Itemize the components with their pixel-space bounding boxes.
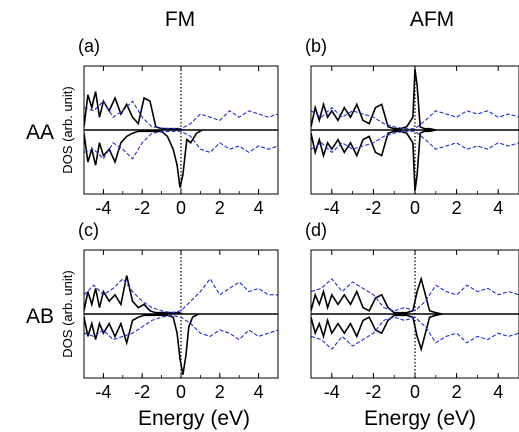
xlabel-right: Energy (eV) [364,407,476,430]
x-tick-label: 0 [176,382,186,402]
xlabel-left: Energy (eV) [138,407,250,430]
ylabel-top: DOS (arb. unit) [60,86,75,173]
x-tick-label: -4 [324,198,340,218]
row-label-ab: AB [26,305,54,328]
dos-series-2 [84,129,203,188]
x-tick-label: -2 [134,382,150,402]
column-title-afm: AFM [410,8,454,31]
x-tick-label: 0 [410,198,420,218]
dos-series-4 [84,314,278,341]
panel-label: (d) [305,220,327,240]
x-tick-label: -2 [365,198,381,218]
column-title-fm: FM [165,8,195,31]
x-tick-label: 4 [493,198,503,218]
x-tick-label: 4 [254,382,264,402]
dos-series-1 [311,69,436,131]
x-tick-label: -4 [324,382,340,402]
panel-label: (c) [78,220,99,240]
ylabel-bottom: DOS (arb. unit) [60,270,75,357]
dos-series-1 [84,275,184,315]
dos-series-1 [84,91,184,131]
dos-series-2 [84,313,199,375]
panel-label: (b) [305,36,327,56]
x-tick-label: -2 [365,382,381,402]
panel-label: (a) [78,36,100,56]
x-tick-label: 2 [452,382,462,402]
x-tick-label: 0 [410,382,420,402]
dos-series-4 [84,130,278,160]
dos-series-4 [311,130,519,154]
dos-series-4 [311,316,519,351]
dos-series-1 [311,275,443,315]
x-tick-label: 0 [176,198,186,218]
x-tick-label: 2 [215,382,225,402]
panel-b: (b) -4 -2 0 2 4 [305,36,519,218]
dos-series-3 [84,277,278,314]
x-tick-label: -4 [95,198,111,218]
dos-series-2 [311,129,436,191]
panel-a: (a) -4 -2 0 2 4 [78,36,279,218]
x-tick-label: 2 [215,198,225,218]
x-tick-label: 4 [254,198,264,218]
x-tick-label: -4 [95,382,111,402]
panel-d: (d) -4 -2 0 2 4 [305,220,519,402]
panel-c: (c) -4 -2 0 2 4 [78,220,279,402]
dos-series-3 [84,100,278,130]
x-tick-label: -2 [134,198,150,218]
dos-series-3 [311,277,519,312]
dos-series-3 [311,106,519,130]
row-label-aa: AA [26,121,54,144]
x-tick-label: 4 [493,382,503,402]
dos-series-2 [311,313,443,353]
x-tick-label: 2 [452,198,462,218]
